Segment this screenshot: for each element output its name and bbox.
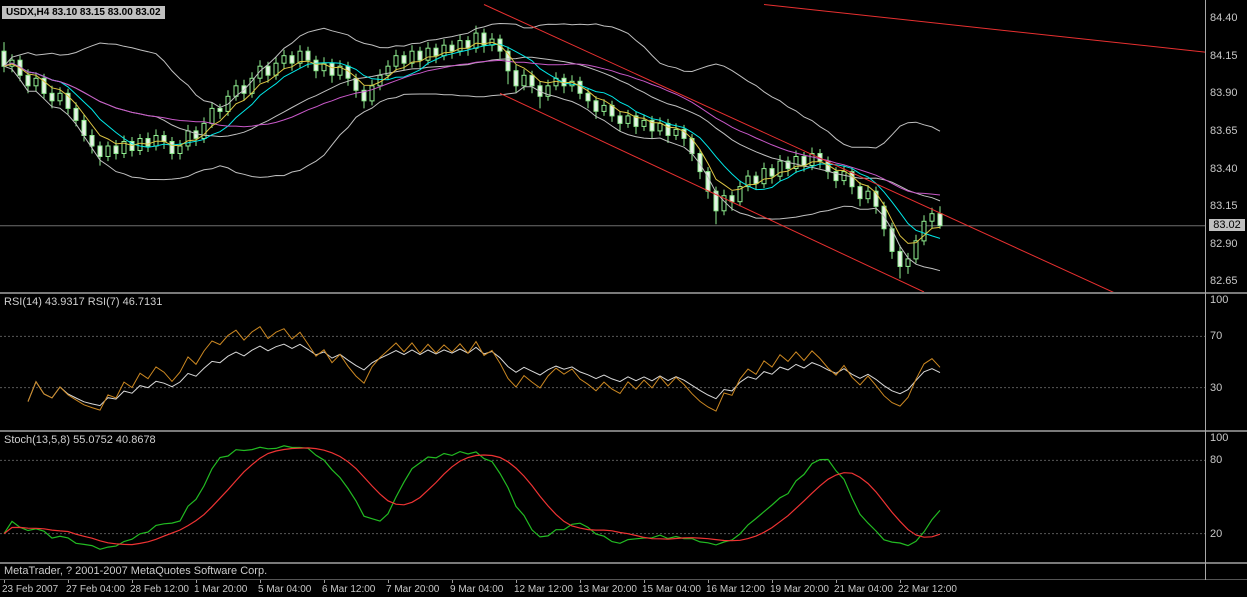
current-price-badge: 83.02 [1209,218,1245,231]
price-axis-label: 83.40 [1210,162,1238,175]
time-axis-tick [132,580,133,583]
time-axis-tick [260,580,261,583]
rsi-chart-svg[interactable] [0,294,1205,430]
stochastic-axis-label: 100 [1210,432,1229,444]
rsi-axis: 100 70 30 [1208,294,1247,430]
time-axis-tick [4,580,5,583]
stochastic-axis-label: 80 [1210,454,1223,467]
status-bar: MetaTrader, ? 2001-2007 MetaQuotes Softw… [0,564,1205,579]
time-axis-label: 16 Mar 12:00 [706,584,765,595]
time-axis-tick [196,580,197,583]
time-axis-label: 13 Mar 20:00 [578,584,637,595]
price-axis-label: 83.15 [1210,200,1238,213]
price-axis-label: 82.65 [1210,275,1238,288]
time-axis-tick [452,580,453,583]
time-axis-label: 19 Mar 20:00 [770,584,829,595]
main-chart-svg[interactable] [0,0,1205,292]
price-axis-label: 82.90 [1210,237,1238,250]
price-axis-label: 83.90 [1210,87,1238,100]
time-axis-label: 7 Mar 20:00 [386,584,440,595]
copyright-text: MetaTrader, ? 2001-2007 MetaQuotes Softw… [4,565,268,577]
time-axis-label: 21 Mar 04:00 [834,584,893,595]
stochastic-axis: 100 80 20 [1208,432,1247,562]
time-axis-tick [516,580,517,583]
symbol-ohlc-label: USDX,H4 83.10 83.15 83.00 83.02 [2,6,165,19]
stochastic-label: Stoch(13,5,8) 55.0752 40.8678 [4,434,156,446]
rsi-indicator-panel[interactable]: 100 70 30 RSI(14) 43.9317 RSI(7) 46.7131 [0,294,1247,430]
price-axis[interactable]: 84.40 84.15 83.90 83.65 83.40 83.15 82.90 82.65… [1208,0,1247,292]
time-axis-label: 27 Feb 04:00 [66,584,125,595]
panel-separator[interactable] [0,562,1247,564]
time-axis[interactable]: 23 Feb 2007 27 Feb 04:00 28 Feb 12:00 1 Mar… [0,580,1247,597]
rsi-axis-label: 30 [1210,381,1223,394]
time-axis-tick [388,580,389,583]
time-axis-label: 1 Mar 20:00 [194,584,248,595]
time-axis-tick [836,580,837,583]
panel-separator[interactable] [0,430,1247,432]
rsi-axis-label: 100 [1210,294,1229,306]
price-axis-label: 83.65 [1210,124,1238,137]
time-axis-divider [0,579,1247,580]
main-chart-panel[interactable]: 84.40 84.15 83.90 83.65 83.40 83.15 82.90 82.65… [0,0,1247,292]
rsi-label: RSI(14) 43.9317 RSI(7) 46.7131 [4,296,163,308]
price-axis-label: 84.40 [1210,12,1238,25]
panel-separator[interactable] [0,292,1247,294]
time-axis-label: 23 Feb 2007 [2,584,59,595]
time-axis-label: 5 Mar 04:00 [258,584,312,595]
price-scale-border [1205,0,1206,580]
time-axis-label: 9 Mar 04:00 [450,584,504,595]
stochastic-axis-label: 20 [1210,527,1223,540]
stochastic-indicator-panel[interactable]: 100 80 20 Stoch(13,5,8) 55.0752 40.8678 [0,432,1247,562]
time-axis-tick [644,580,645,583]
time-axis-tick [708,580,709,583]
time-axis-tick [324,580,325,583]
time-axis-tick [900,580,901,583]
time-axis-tick [68,580,69,583]
time-axis-label: 22 Mar 12:00 [898,584,957,595]
time-axis-label: 15 Mar 04:00 [642,584,701,595]
time-axis-label: 28 Feb 12:00 [130,584,189,595]
price-axis-label: 84.15 [1210,49,1238,62]
time-axis-label: 12 Mar 12:00 [514,584,573,595]
time-axis-label: 6 Mar 12:00 [322,584,376,595]
time-axis-tick [580,580,581,583]
time-axis-tick [772,580,773,583]
rsi-axis-label: 70 [1210,330,1223,343]
stochastic-chart-svg[interactable] [0,432,1205,562]
